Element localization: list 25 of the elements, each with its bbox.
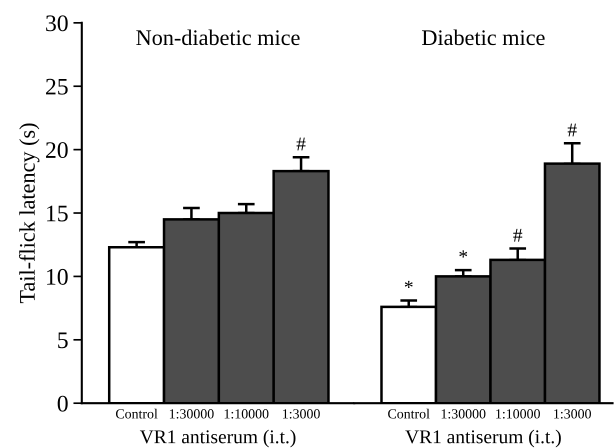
annotation: # bbox=[513, 228, 522, 242]
annotation: * bbox=[459, 250, 468, 258]
annotation: * bbox=[404, 280, 413, 288]
x-tick-label: 1:10000 bbox=[496, 409, 540, 419]
annotation: # bbox=[296, 138, 306, 150]
x-tick-label: 1:10000 bbox=[224, 409, 268, 419]
annotation: # bbox=[568, 124, 577, 136]
x-tick-label: 1:30000 bbox=[170, 409, 214, 419]
x-tick-label: 1:3000 bbox=[554, 409, 591, 419]
y-tick-label: 0 bbox=[58, 396, 68, 412]
y-tick-label: 25 bbox=[46, 78, 68, 95]
chart-title: Diabetic mice bbox=[422, 30, 545, 46]
x-tick-label: Control bbox=[388, 408, 430, 419]
x-tick-label: 1:3000 bbox=[283, 409, 320, 419]
chart-title: Non-diabetic mice bbox=[136, 30, 300, 46]
y-axis-title: Tail-flick latency (s) bbox=[18, 123, 40, 304]
x-tick-label: Control bbox=[116, 408, 158, 419]
y-tick-label: 5 bbox=[58, 332, 68, 348]
x-axis-title: VR1 antiserum (i.t.) bbox=[140, 430, 296, 448]
x-tick-label: 1:30000 bbox=[442, 409, 486, 419]
y-tick-label: 20 bbox=[46, 142, 68, 158]
x-axis-title: VR1 antiserum (i.t.) bbox=[405, 430, 561, 448]
y-tick-label: 15 bbox=[47, 206, 68, 222]
y-tick-label: 10 bbox=[47, 268, 68, 285]
y-tick-label: 30 bbox=[46, 15, 68, 32]
